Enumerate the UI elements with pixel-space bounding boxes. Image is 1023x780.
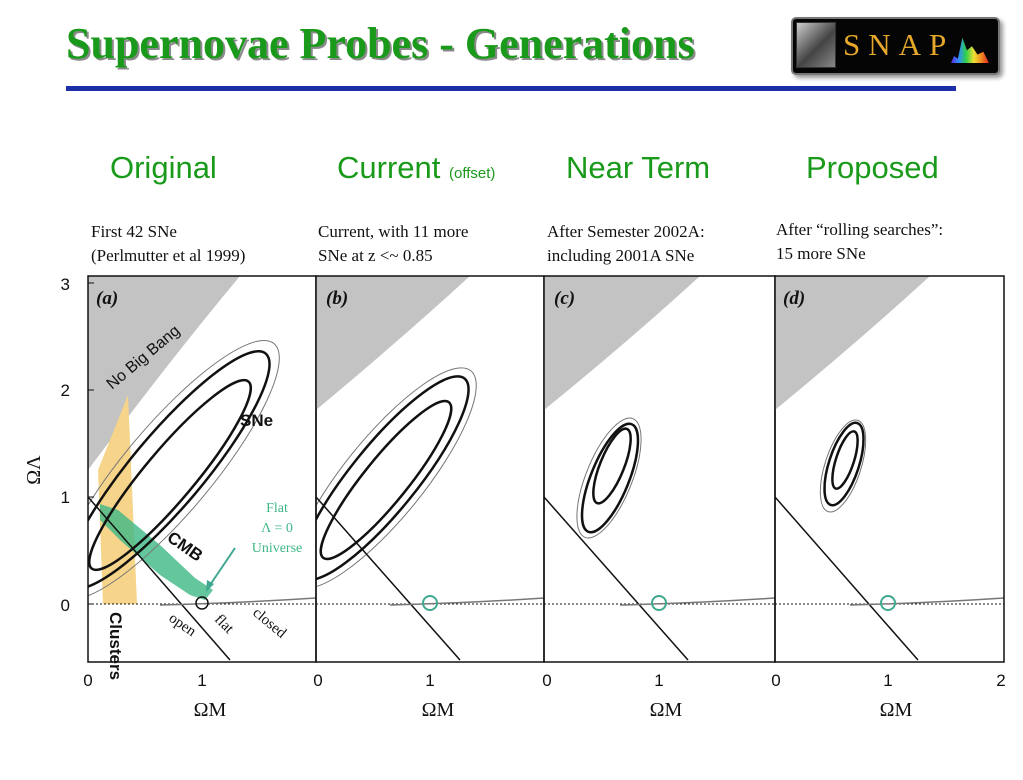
x-tick: 0 [771, 671, 780, 690]
panel-b-label: (b) [326, 288, 348, 309]
column-heading-current: Current (offset) [337, 150, 496, 185]
open-label: open [166, 610, 199, 640]
x-tick: 1 [883, 671, 892, 690]
panel-d-label: (d) [783, 288, 805, 309]
y-tick: 3 [61, 275, 70, 294]
panel-a [88, 276, 316, 661]
logo-text: SNAP [843, 27, 955, 62]
y-tick: 0 [61, 596, 70, 615]
slide-title: Supernovae Probes - Generations [66, 19, 695, 68]
x-tick: 1 [425, 671, 434, 690]
flat-lambda-label-3: Universe [252, 541, 303, 556]
x-tick: 1 [197, 671, 206, 690]
x-tick: 0 [313, 671, 322, 690]
panel-d [775, 276, 1004, 661]
panel-a-label: (a) [96, 288, 118, 309]
y-tick: 1 [61, 488, 70, 507]
cmb-band [100, 504, 213, 600]
no-big-bang-region [775, 276, 930, 410]
no-big-bang-region [316, 276, 470, 410]
x-tick: 2 [996, 671, 1005, 690]
flat-lambda-label-1: Flat [266, 501, 288, 516]
y-tick: 2 [61, 381, 70, 400]
x-tick: 0 [542, 671, 551, 690]
column-heading-original: Original [110, 150, 217, 185]
caption-original: First 42 SNe (Perlmutter et al 1999) [91, 222, 246, 265]
telescope-image [796, 22, 836, 68]
sne-label: SNe [240, 411, 273, 430]
panel-b [316, 276, 544, 661]
no-big-bang-region [88, 276, 240, 470]
flat-label: flat [211, 612, 237, 638]
column-heading-proposed: Proposed [806, 150, 939, 185]
clusters-label: Clusters [106, 612, 125, 680]
caption-current: Current, with 11 more SNe at z <~ 0.85 [318, 222, 469, 265]
title-rule [66, 86, 956, 91]
column-heading-near-term: Near Term [566, 150, 711, 185]
caption-near-term: After Semester 2002A: including 2001A SNe [547, 222, 705, 265]
panel-c-label: (c) [554, 288, 575, 309]
snap-logo: SNAP [791, 17, 1000, 75]
flat-lambda-label-2: Λ = 0 [261, 521, 293, 536]
panel-d-frame [774, 275, 1005, 663]
no-big-bang-region [544, 276, 700, 410]
offset-note: (offset) [449, 165, 496, 182]
x-axis-title-c: ΩM [650, 699, 683, 721]
y-axis-title: ΩΛ [23, 455, 45, 485]
x-axis-title-d: ΩM [880, 699, 913, 721]
closed-label: closed [249, 605, 289, 642]
x-axis-title-b: ΩM [422, 699, 455, 721]
caption-proposed: After “rolling searches”: 15 more SNe [776, 220, 944, 263]
panel-c [544, 276, 775, 661]
x-axis-title-a: ΩM [194, 699, 227, 721]
x-tick: 1 [654, 671, 663, 690]
x-tick: 0 [83, 671, 92, 690]
